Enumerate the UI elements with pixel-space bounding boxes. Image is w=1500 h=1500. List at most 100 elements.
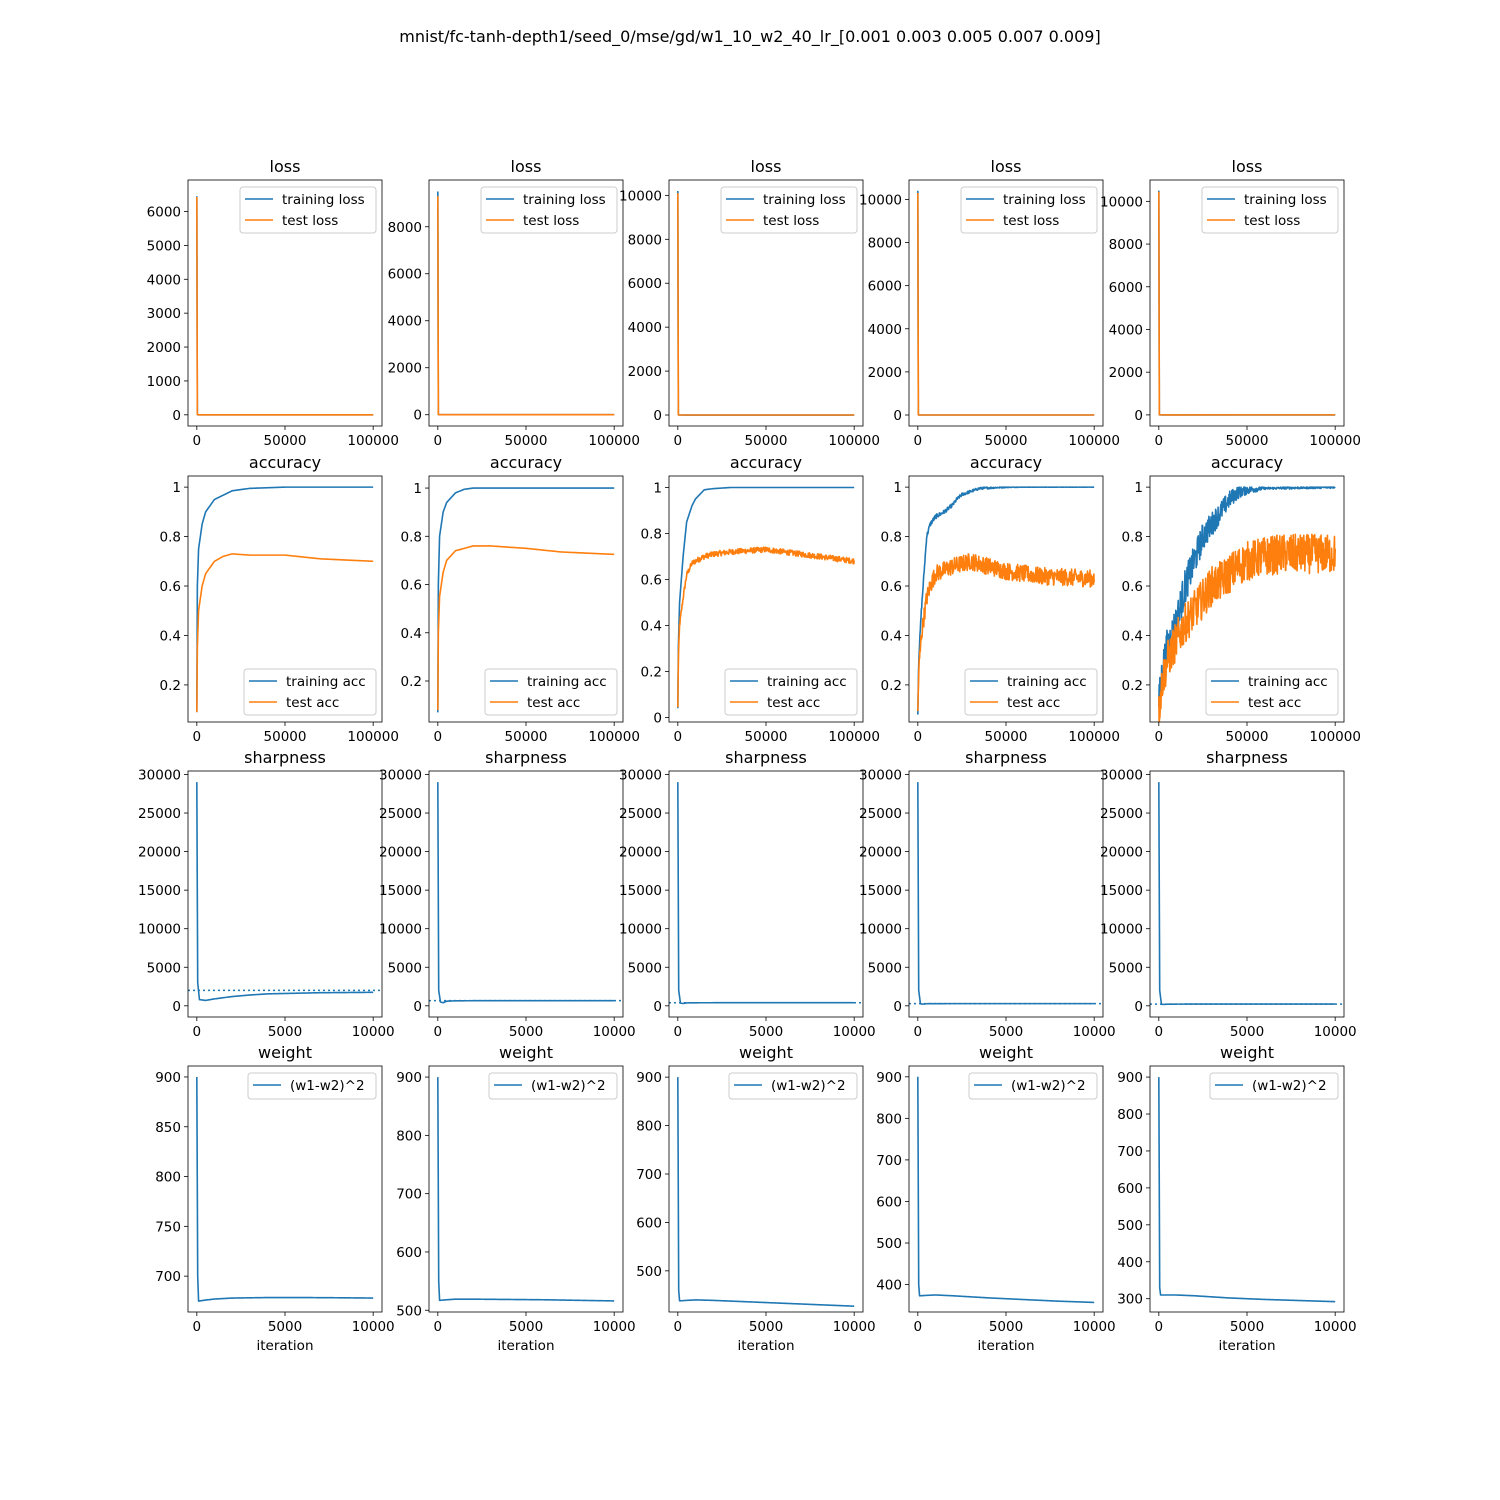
- y-tick-label: 3000: [147, 306, 181, 322]
- plot-area: [1158, 190, 1336, 416]
- y-tick-label: 6000: [388, 267, 422, 283]
- x-tick-label: 5000: [1230, 1319, 1264, 1335]
- legend-label: test loss: [523, 213, 579, 229]
- x-tick-label: 5000: [749, 1024, 783, 1040]
- y-tick-label: 4000: [388, 314, 422, 330]
- y-tick-label: 10000: [619, 188, 662, 204]
- subplot-accuracy-lr-0.009: accuracy 0 50000 100000 0.2 0.4 0.6 0.8 1 trainin…: [1122, 453, 1361, 745]
- y-tick-label: 10000: [379, 922, 422, 938]
- subplot-loss-lr-0.001: loss 0 50000 100000 0 1000 2000 3000 4000 5000 600…: [147, 157, 399, 449]
- legend-label: training acc: [1007, 674, 1087, 690]
- x-tick-label: 10000: [1314, 1319, 1357, 1335]
- x-tick-label: 5000: [1230, 1024, 1264, 1040]
- x-tick-label: 0: [1155, 1024, 1164, 1040]
- x-tick-label: 0: [434, 1319, 443, 1335]
- y-tick-label: 0: [413, 408, 422, 424]
- y-tick-label: 5000: [868, 960, 902, 976]
- y-tick-label: 0.2: [641, 664, 662, 680]
- legend-box: [1209, 1072, 1339, 1100]
- subplot-accuracy-lr-0.001: accuracy 0 50000 100000 0.2 0.4 0.6 0.8 1 trainin…: [160, 453, 399, 745]
- x-tick-label: 0: [674, 729, 683, 745]
- y-tick-label: 1: [653, 480, 662, 496]
- y-tick-label: 400: [1117, 1255, 1143, 1271]
- y-tick-label: 25000: [859, 806, 902, 822]
- legend-box: [968, 1072, 1098, 1100]
- legend-label: test loss: [282, 213, 338, 229]
- y-tick-label: 25000: [619, 806, 662, 822]
- subplot-title: weight: [1220, 1043, 1274, 1062]
- x-tick-label: 100000: [588, 729, 640, 745]
- y-tick-label: 0.6: [641, 572, 662, 588]
- legend: training loss test loss: [720, 186, 858, 234]
- series-line-test-acc: [677, 546, 855, 708]
- x-tick-label: 50000: [745, 729, 788, 745]
- y-tick-label: 900: [1117, 1070, 1143, 1086]
- x-tick-label: 100000: [1309, 729, 1361, 745]
- legend-box: [480, 186, 618, 234]
- y-tick-label: 0.2: [1122, 678, 1143, 694]
- x-tick-label: 100000: [588, 433, 640, 449]
- x-tick-label: 100000: [828, 729, 880, 745]
- legend-label: training acc: [767, 674, 847, 690]
- x-tick-label: 50000: [985, 729, 1028, 745]
- x-tick-label: 0: [193, 433, 202, 449]
- y-tick-label: 1: [893, 480, 902, 496]
- y-tick-label: 20000: [379, 845, 422, 861]
- legend-label: (w1-w2)^2: [1011, 1078, 1086, 1094]
- subplot-loss-lr-0.005: loss 0 50000 100000 0 2000 4000 6000 8000 10000 tr…: [619, 157, 880, 449]
- y-tick-label: 0.8: [881, 530, 902, 546]
- y-tick-label: 500: [876, 1236, 902, 1252]
- x-tick-label: 50000: [1226, 433, 1269, 449]
- x-tick-label: 10000: [1073, 1319, 1116, 1335]
- y-tick-label: 5000: [147, 960, 181, 976]
- subplot-loss-lr-0.009: loss 0 50000 100000 0 2000 4000 6000 8000 10000 tr…: [1100, 157, 1361, 449]
- y-tick-label: 6000: [1109, 280, 1143, 296]
- plot-area: [917, 190, 1095, 416]
- legend-label: training acc: [1248, 674, 1328, 690]
- legend-label: (w1-w2)^2: [771, 1078, 846, 1094]
- subplot-sharpness-lr-0.005: sharpness 0 5000 10000 0 5000 10000 15000 20000 2…: [619, 748, 876, 1040]
- legend-label: training loss: [1244, 192, 1327, 208]
- plot-area: [196, 196, 374, 416]
- y-tick-label: 1: [172, 480, 181, 496]
- subplot-title: loss: [270, 157, 301, 176]
- y-tick-label: 30000: [138, 767, 181, 783]
- y-tick-label: 0.6: [160, 579, 181, 595]
- y-tick-label: 10000: [859, 922, 902, 938]
- y-tick-label: 0.8: [1122, 530, 1143, 546]
- y-tick-label: 0.8: [160, 530, 181, 546]
- y-tick-label: 20000: [859, 845, 902, 861]
- x-tick-label: 0: [193, 1024, 202, 1040]
- y-tick-label: 4000: [868, 322, 902, 338]
- y-tick-label: 20000: [138, 845, 181, 861]
- x-tick-label: 0: [674, 433, 683, 449]
- y-tick-label: 8000: [388, 220, 422, 236]
- y-tick-label: 2000: [1109, 365, 1143, 381]
- y-tick-label: 600: [396, 1245, 422, 1261]
- legend-label: test acc: [1248, 695, 1301, 711]
- y-tick-label: 800: [396, 1128, 422, 1144]
- x-tick-label: 50000: [505, 729, 548, 745]
- y-tick-label: 15000: [619, 883, 662, 899]
- y-tick-label: 1000: [147, 374, 181, 390]
- legend-label: (w1-w2)^2: [1252, 1078, 1327, 1094]
- plot-area: [196, 1076, 374, 1302]
- y-tick-label: 6000: [147, 205, 181, 221]
- x-axis-label: iteration: [737, 1338, 794, 1354]
- plot-area: [1158, 1077, 1336, 1303]
- legend-label: test acc: [1007, 695, 1060, 711]
- x-tick-label: 10000: [352, 1319, 395, 1335]
- y-tick-label: 0.4: [1122, 628, 1143, 644]
- legend: training loss test loss: [239, 186, 377, 234]
- subplot-title: loss: [991, 157, 1022, 176]
- y-tick-label: 2000: [388, 361, 422, 377]
- legend: training acc test acc: [724, 668, 858, 716]
- series-line-test-acc: [196, 553, 374, 713]
- x-tick-label: 50000: [745, 433, 788, 449]
- y-tick-label: 2000: [628, 364, 662, 380]
- y-tick-label: 750: [155, 1219, 181, 1235]
- series-line-test-loss: [917, 192, 1095, 416]
- y-tick-label: 4000: [147, 272, 181, 288]
- x-axis-label: iteration: [1218, 1338, 1275, 1354]
